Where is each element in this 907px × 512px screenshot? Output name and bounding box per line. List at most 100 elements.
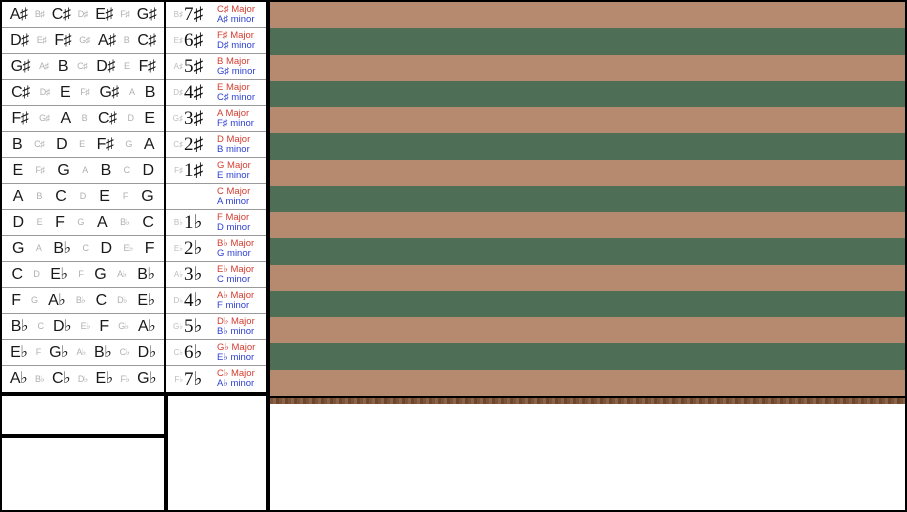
guitar-fretboard-diagram[interactable]	[268, 0, 907, 398]
circle-of-fifths-wheel[interactable]	[169, 405, 265, 501]
key-accidental-count: 4♯	[184, 82, 203, 103]
scale-note: D	[56, 135, 68, 153]
scale-note: C♯	[51, 5, 71, 23]
key-accidental-count: 3♭	[184, 264, 203, 285]
scale-row: A♯ B♯ C♯ D♯ E♯ F♯ G♯	[2, 2, 164, 28]
scale-note: E♭	[137, 291, 155, 309]
scale-note: D♯	[10, 31, 29, 49]
scale-note: C	[123, 165, 131, 175]
key-signature-row: C♭ 6♭ G♭ Major E♭ minor	[166, 340, 266, 366]
minor-key-label: A minor	[217, 195, 250, 207]
major-key-label: E Major	[217, 81, 250, 93]
scale-note: D♯	[39, 87, 51, 97]
key-names: F Major D minor	[216, 213, 264, 232]
major-key-label: B Major	[217, 55, 250, 67]
scale-note: G♯	[99, 83, 119, 101]
key-signature-row: F♯ 1♯ G Major E minor	[166, 158, 266, 184]
scale-note: A♭	[48, 291, 66, 309]
key-signature-row: C♯ 2♯ D Major B minor	[166, 132, 266, 158]
scale-note: E♭	[123, 243, 133, 253]
scale-note: D	[79, 191, 87, 201]
key-names: B♭ Major G minor	[216, 239, 264, 258]
scale-note: C♯	[11, 83, 30, 101]
scale-note: A	[12, 187, 24, 205]
scale-note: F	[55, 213, 65, 231]
key-accidental-count: 7♭	[184, 368, 203, 390]
key-names: A Major F♯ minor	[216, 109, 264, 128]
key-accidental-label: C♯	[173, 140, 183, 149]
scale-note: E♭	[50, 265, 68, 283]
minor-key-label: F♯ minor	[217, 117, 254, 129]
key-accidental-count: 5♭	[184, 316, 203, 337]
key-accidental-count: 6♭	[184, 342, 203, 363]
minor-key-label: C minor	[217, 273, 251, 285]
major-key-label: B♭ Major	[217, 237, 255, 249]
scale-note: C♭	[52, 370, 71, 387]
fret-row-band	[270, 2, 905, 29]
scale-note: E	[12, 161, 23, 179]
fret-row-band	[270, 238, 905, 265]
scale-note: D	[142, 161, 155, 179]
key-signature-column: B♯ 7♯ C♯ Major A♯ minor E♯ 6♯ F♯ Major D♯ minor…	[166, 0, 268, 394]
key-accidental-label: B♯	[173, 10, 183, 19]
scale-note: E♭	[95, 370, 113, 387]
scale-note: G	[57, 161, 70, 179]
scale-note: C♯	[137, 31, 156, 49]
minor-key-label: B♭ minor	[217, 325, 255, 337]
interval-wedge-legend-bottom	[0, 436, 166, 512]
scale-note: C	[95, 291, 108, 309]
scale-row: E♭ F G♭ A♭ B♭ C♭ D♭	[2, 340, 164, 366]
key-names: D Major B minor	[216, 135, 264, 154]
key-accidental-count: 7♯	[184, 4, 203, 25]
piano-keyboard[interactable]	[268, 398, 907, 512]
key-accidental-label: G♭	[173, 322, 183, 331]
major-key-label: G Major	[217, 159, 251, 171]
scale-note: D	[100, 239, 112, 257]
key-accidental-label: C♭	[173, 348, 183, 357]
key-names: G♭ Major E♭ minor	[216, 343, 264, 362]
key-signature-row: A♯ 5♯ B Major G♯ minor	[166, 54, 266, 80]
scale-note: B♭	[120, 217, 130, 227]
scale-note: B	[11, 135, 23, 153]
scale-note: A♯	[9, 5, 28, 23]
fret-row-band	[270, 317, 905, 344]
scale-note: B	[81, 113, 88, 123]
scale-note: A♭	[9, 370, 28, 387]
minor-key-label: G♯ minor	[217, 65, 256, 77]
key-names: C♭ Major A♭ minor	[216, 369, 264, 388]
scale-note: B♭	[53, 239, 71, 257]
scale-note: A	[82, 165, 88, 175]
scale-note: F	[99, 317, 109, 335]
fret-row-band	[270, 212, 905, 239]
key-signature-row: D♭ 4♭ A♭ Major F minor	[166, 288, 266, 314]
key-accidental-label: G♯	[172, 114, 183, 123]
fret-row-band	[270, 185, 905, 213]
scale-note: A	[143, 135, 155, 153]
scale-note: F♯	[138, 57, 156, 75]
fret-row-band	[270, 264, 905, 291]
key-accidental-count: 1♯	[184, 160, 203, 181]
key-names: G Major E minor	[216, 161, 264, 180]
minor-key-label: G minor	[217, 247, 251, 259]
minor-key-label: B minor	[217, 143, 250, 155]
key-accidental-label: B♭	[173, 218, 183, 227]
scale-note: G♯	[10, 57, 31, 75]
fret-row-band	[270, 133, 905, 160]
fret-row-band	[270, 28, 905, 55]
key-signature-row: G♭ 5♭ D♭ Major B♭ minor	[166, 314, 266, 340]
circle-of-fifths-wheel-box[interactable]	[166, 394, 268, 512]
minor-key-label: A♭ minor	[217, 378, 255, 389]
key-signature-row: E♯ 6♯ F♯ Major D♯ minor	[166, 28, 266, 54]
key-accidental-label: E♯	[173, 36, 183, 45]
scale-note: E♭	[80, 321, 91, 331]
scale-note: G♯	[79, 35, 90, 45]
fret-row-band	[270, 54, 905, 81]
major-key-label: A Major	[217, 107, 250, 119]
scale-note: B	[36, 191, 42, 201]
scale-note: F♯	[11, 109, 29, 127]
scale-note: B	[100, 161, 112, 179]
key-names: C Major A minor	[216, 187, 264, 206]
fret-row-band	[270, 80, 905, 108]
scale-note: F	[122, 191, 129, 201]
